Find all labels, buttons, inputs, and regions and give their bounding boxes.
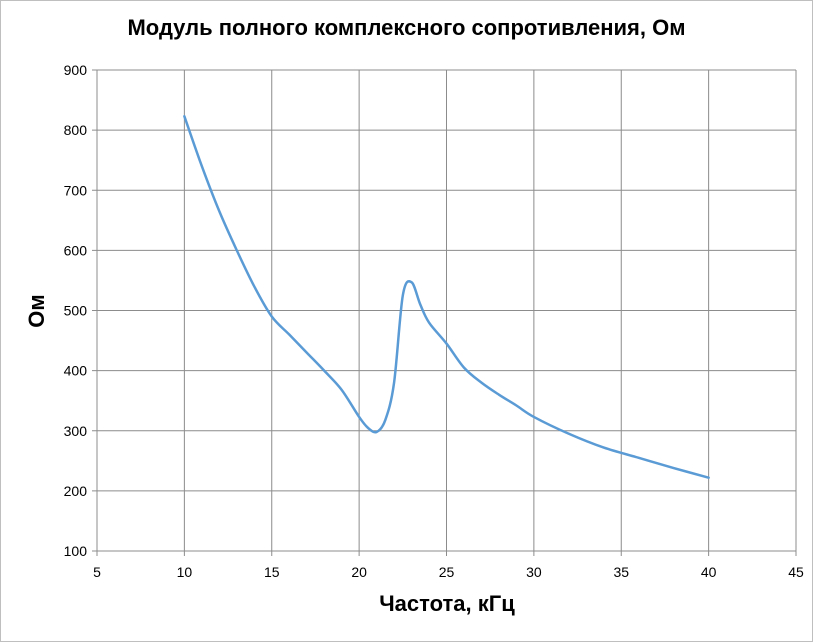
x-tick-label: 40 — [701, 564, 717, 580]
x-tick-label: 20 — [351, 564, 367, 580]
y-tick-label: 500 — [64, 303, 88, 319]
y-tick-label: 100 — [64, 543, 88, 559]
y-tick-label: 400 — [64, 363, 88, 379]
chart-title: Модуль полного комплексного сопротивлени… — [127, 15, 686, 40]
x-tick-label: 30 — [526, 564, 542, 580]
y-tick-label: 900 — [64, 62, 88, 78]
x-tick-label: 10 — [177, 564, 193, 580]
x-tick-label: 35 — [613, 564, 629, 580]
y-tick-label: 300 — [64, 423, 88, 439]
x-tick-label: 25 — [439, 564, 455, 580]
x-tick-label: 45 — [788, 564, 804, 580]
y-tick-label: 700 — [64, 182, 88, 198]
y-tick-label: 200 — [64, 483, 88, 499]
series-line — [183, 115, 710, 479]
y-tick-label: 600 — [64, 242, 88, 258]
x-tick-label: 15 — [264, 564, 280, 580]
x-axis-title: Частота, кГц — [379, 591, 515, 616]
y-tick-label: 800 — [64, 122, 88, 138]
x-tick-label: 5 — [93, 564, 101, 580]
